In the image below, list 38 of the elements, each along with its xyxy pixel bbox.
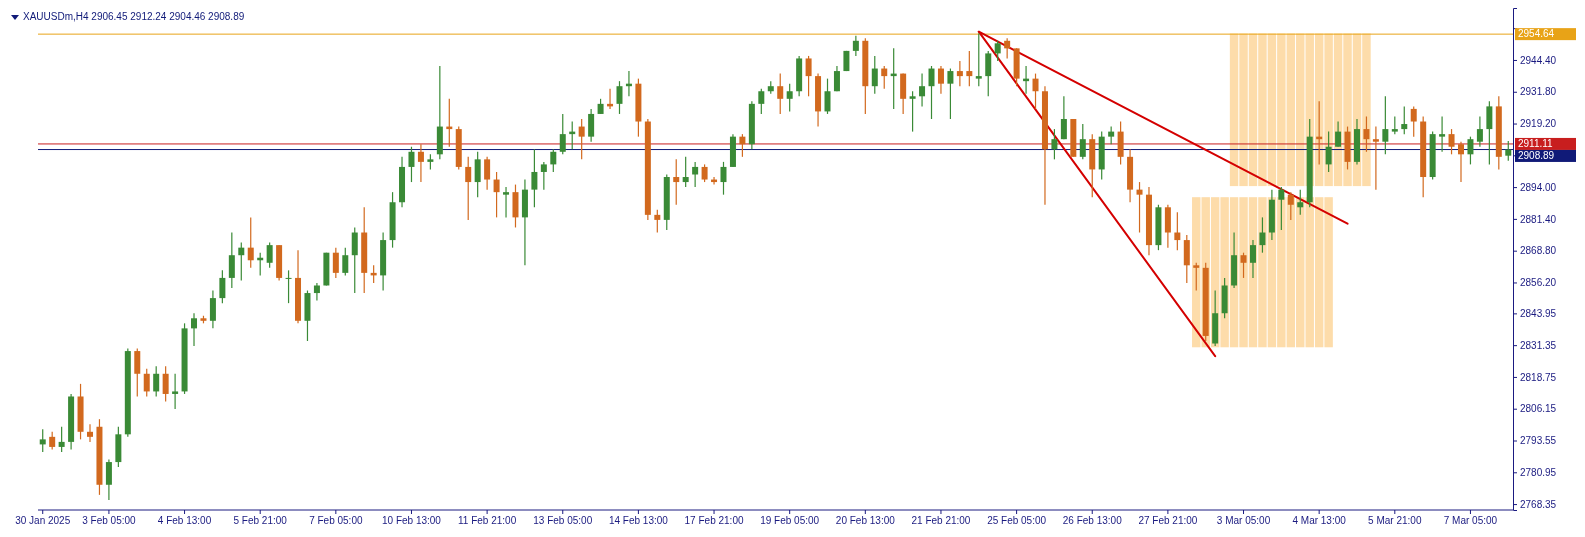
x-tick-label: 3 Mar 05:00 (1216, 515, 1271, 526)
x-tick-label: 4 Feb 13:00 (157, 515, 212, 526)
y-tick-label: 2831.35 (1520, 339, 1557, 351)
x-tick-label: 3 Feb 05:00 (82, 515, 137, 526)
y-tick-label: 2818.75 (1520, 371, 1557, 383)
x-tick-label: 30 Jan 2025 (15, 515, 71, 526)
x-tick-label: 25 Feb 05:00 (987, 515, 1047, 526)
x-tick-label: 14 Feb 13:00 (608, 515, 669, 526)
y-tick-label: 2780.95 (1520, 466, 1557, 478)
y-tick-label: 2856.20 (1520, 277, 1557, 289)
x-tick-label: 17 Feb 21:00 (684, 515, 744, 526)
ref-line-label: 2911.11 (1518, 137, 1554, 149)
ref-line-label: 2954.64 (1518, 27, 1555, 39)
y-tick-label: 2894.00 (1520, 181, 1557, 193)
x-tick-label: 4 Mar 13:00 (1292, 515, 1347, 526)
chart-title: XAUUSDm,H4 2906.45 2912.24 2904.46 2908.89 (23, 11, 245, 22)
x-tick-label: 21 Feb 21:00 (911, 515, 971, 526)
y-tick-label: 2931.80 (1520, 86, 1557, 98)
y-tick-label: 2944.40 (1520, 54, 1557, 66)
x-tick-label: 10 Feb 13:00 (382, 515, 442, 526)
y-tick-label: 2806.15 (1520, 403, 1557, 415)
y-tick-label: 2793.55 (1520, 435, 1557, 447)
x-tick-label: 11 Feb 21:00 (458, 515, 517, 526)
x-tick-label: 5 Feb 21:00 (233, 515, 288, 526)
y-tick-label: 2919.20 (1520, 118, 1557, 130)
x-tick-label: 19 Feb 05:00 (760, 515, 820, 526)
x-tick-label: 20 Feb 13:00 (835, 515, 896, 526)
x-tick-label: 5 Mar 21:00 (1368, 515, 1422, 526)
x-tick-label: 26 Feb 13:00 (1062, 515, 1123, 526)
y-tick-label: 2868.80 (1520, 245, 1557, 257)
y-tick-label: 2881.40 (1520, 213, 1557, 225)
x-tick-label: 7 Feb 05:00 (309, 515, 363, 526)
x-tick-label: 13 Feb 05:00 (533, 515, 593, 526)
y-tick-label: 2843.95 (1520, 308, 1557, 320)
x-tick-label: 7 Mar 05:00 (1443, 515, 1498, 526)
ref-line-label: 2908.89 (1518, 149, 1555, 161)
y-tick-label: 2768.35 (1520, 498, 1557, 510)
x-tick-label: 27 Feb 21:00 (1138, 515, 1198, 526)
